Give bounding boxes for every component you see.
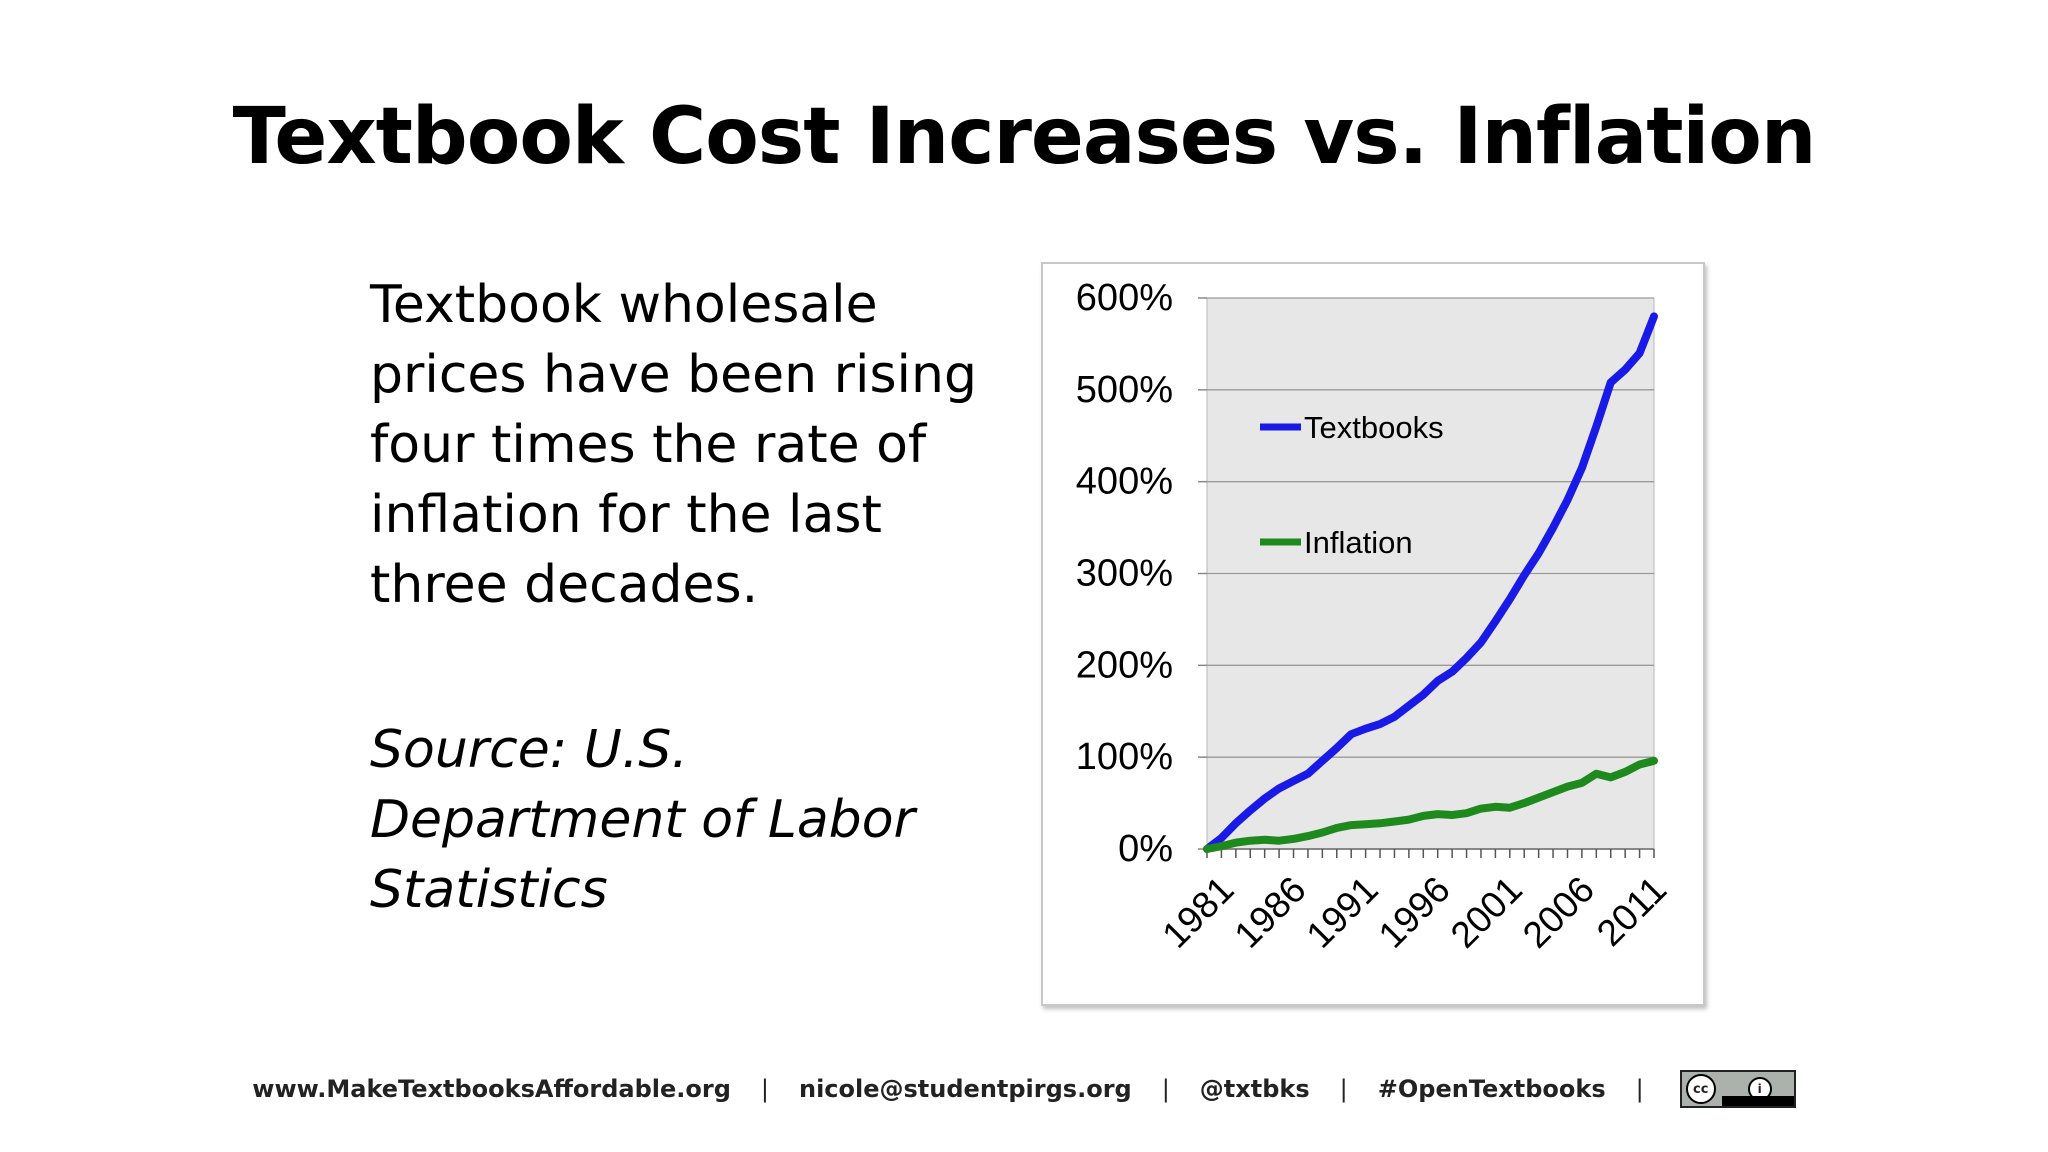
footer: www.MakeTextbooksAffordable.org | nicole… [0, 1070, 2048, 1108]
series-line-textbooks [1203, 312, 1658, 853]
y-tick-label: 300% [1076, 553, 1173, 595]
footer-separator: | [1635, 1075, 1644, 1103]
y-tick-label: 0% [1118, 828, 1173, 870]
x-tick-label: 1986 [1226, 869, 1313, 956]
y-tick-label: 500% [1076, 369, 1173, 411]
slide-source: Source: U.S. Department of Labor Statist… [370, 720, 915, 920]
y-tick-label: 600% [1076, 277, 1173, 319]
footer-twitter-link[interactable]: @txtbks [1199, 1075, 1310, 1103]
x-tick-label: 2001 [1443, 869, 1530, 956]
y-tick-label: 200% [1076, 644, 1173, 686]
legend-label-inflation: Inflation [1304, 525, 1413, 560]
cc-icon: cc [1685, 1074, 1716, 1104]
x-tick-label: 2006 [1515, 869, 1602, 956]
footer-separator: | [1339, 1075, 1348, 1103]
x-tick-label: 1991 [1299, 869, 1386, 956]
x-tick-label: 2011 [1589, 869, 1674, 954]
footer-website-link[interactable]: www.MakeTextbooksAffordable.org [252, 1075, 731, 1103]
slide-description: Textbook wholesale prices have been risi… [370, 275, 977, 615]
y-tick-label: 100% [1076, 736, 1173, 778]
creative-commons-by-icon[interactable]: cc i [1679, 1070, 1796, 1108]
series-line-inflation [1203, 756, 1658, 853]
footer-hashtag-link[interactable]: #OpenTextbooks [1377, 1075, 1606, 1103]
footer-separator: | [760, 1075, 769, 1103]
line-chart: 0% 100% 200% 300% 400% 500% 600% 1981198619911… [1076, 277, 1674, 956]
slide-title: Textbook Cost Increases vs. Inflation [232, 92, 1817, 182]
chart-container: 0% 100% 200% 300% 400% 500% 600% 1981 1986 1991 1… [1041, 262, 1705, 1006]
footer-separator: | [1161, 1075, 1170, 1103]
footer-email-link[interactable]: nicole@studentpirgs.org [798, 1075, 1132, 1103]
x-tick-label: 1981 [1154, 869, 1241, 956]
legend-label-textbooks: Textbooks [1304, 410, 1444, 445]
x-tick-label: 1996 [1371, 869, 1458, 956]
y-tick-label: 400% [1076, 461, 1173, 503]
